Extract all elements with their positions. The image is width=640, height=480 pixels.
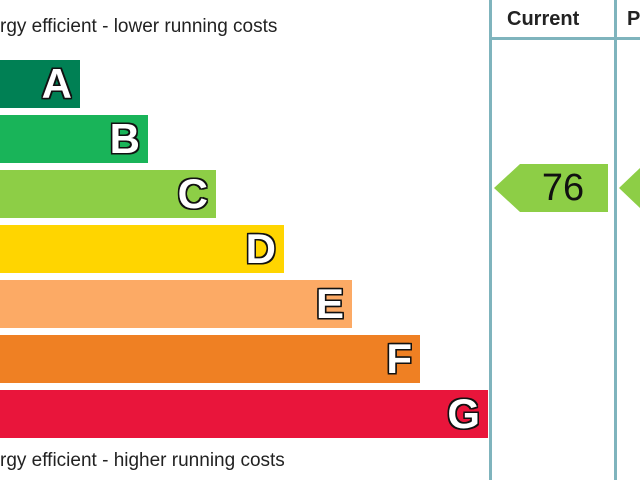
top-caption: rgy efficient - lower running costs [0,16,278,37]
band-d-letter: D [245,225,276,272]
band-e-letter: E [315,280,344,327]
current-rating-arrow: 76 [494,164,608,212]
band-d: D [0,225,284,273]
potential-column-header: P [627,8,640,30]
current-column-left-border [489,0,492,480]
band-f-letter: F [386,335,412,382]
bottom-caption: rgy efficient - higher running costs [0,450,285,471]
band-g-letter: G [447,390,480,437]
band-a: A [0,60,80,108]
band-c-letter: C [177,170,208,217]
header-divider [490,37,640,40]
band-b: B [0,115,148,163]
band-a-letter: A [41,60,72,107]
band-g: G [0,390,488,438]
band-e: E [0,280,352,328]
potential-rating-arrow [619,164,640,212]
current-arrow-shape [494,164,608,212]
band-c: C [0,170,216,218]
band-b-letter: B [109,115,140,162]
band-f: F [0,335,420,383]
current-column-header: Current [507,8,580,30]
current-rating-value: 76 [541,167,585,209]
potential-arrow-shape [619,168,640,208]
current-column-right-border [614,0,617,480]
